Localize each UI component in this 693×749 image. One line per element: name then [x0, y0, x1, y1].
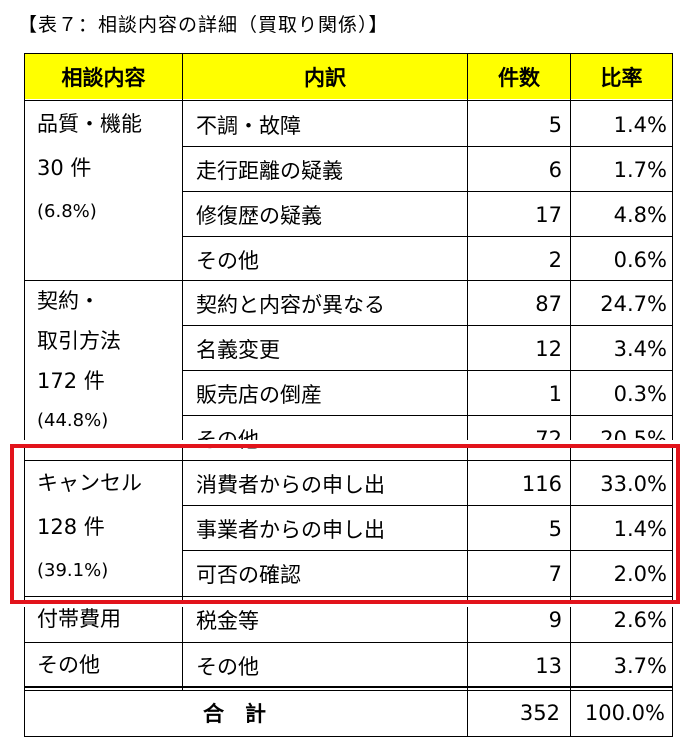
- category-contract-ratio: (44.8%): [37, 410, 109, 431]
- group-divider: [24, 280, 673, 281]
- header-divider: [24, 100, 673, 101]
- header-detail: 内訳: [183, 54, 467, 99]
- row-count: 87: [535, 291, 562, 316]
- row-ratio: 0.3%: [613, 381, 667, 406]
- category-quality: 品質・機能 30 件 (6.8%): [37, 102, 142, 234]
- row-detail: その他: [196, 416, 259, 461]
- row-detail: 可否の確認: [196, 562, 301, 587]
- category-quality-ratio: (6.8%): [37, 201, 97, 222]
- row-count: 2: [548, 247, 562, 272]
- category-fees: 付帯費用: [37, 607, 121, 631]
- row-ratio: 1.7%: [613, 157, 667, 182]
- row-divider: [182, 370, 673, 371]
- header-count: 件数: [468, 54, 570, 99]
- border-right: [672, 53, 673, 737]
- row-count: 7: [548, 561, 562, 586]
- row-count: 13: [535, 653, 562, 678]
- category-quality-count: 30 件: [37, 156, 92, 180]
- row-detail: 税金等: [196, 608, 259, 633]
- row-detail: その他: [196, 248, 259, 273]
- row-count: 116: [521, 471, 562, 496]
- total-ratio: 100.0%: [584, 700, 665, 725]
- row-detail: 事業者からの申し出: [196, 517, 385, 542]
- row-detail: 不調・故障: [196, 113, 301, 138]
- row-ratio: 4.8%: [613, 202, 667, 227]
- row-ratio: 33.0%: [600, 471, 667, 496]
- row-detail: 修復歴の疑義: [196, 203, 322, 228]
- row-divider: [182, 191, 673, 192]
- category-cancel-count: 128 件: [37, 515, 105, 539]
- table-title: 【表７：相談内容の詳細（買取り関係）】: [18, 14, 389, 36]
- row-count: 6: [548, 157, 562, 182]
- category-cancel-ratio: (39.1%): [37, 560, 109, 581]
- category-contract-name-line2: 取引方法: [37, 329, 121, 353]
- total-divider: [24, 690, 673, 691]
- border-left: [24, 53, 25, 737]
- category-contract-count: 172 件: [37, 369, 105, 393]
- category-cancel-name: キャンセル: [37, 471, 142, 495]
- col-divider: [467, 53, 468, 737]
- col-divider: [570, 53, 571, 737]
- row-count: 5: [548, 516, 562, 541]
- row-detail: 契約と内容が異なる: [196, 292, 385, 317]
- category-cancel: キャンセル 128 件 (39.1%): [37, 461, 142, 593]
- row-ratio: 3.4%: [613, 336, 667, 361]
- row-ratio: 1.4%: [613, 516, 667, 541]
- row-count: 9: [548, 607, 562, 632]
- row-ratio: 1.4%: [613, 112, 667, 137]
- row-count: 5: [548, 112, 562, 137]
- row-detail: 名義変更: [196, 337, 280, 362]
- row-ratio: 20.5%: [600, 426, 667, 451]
- row-detail: 販売店の倒産: [196, 382, 322, 407]
- total-count: 352: [519, 700, 560, 725]
- group-divider: [24, 460, 673, 461]
- row-count: 1: [548, 381, 562, 406]
- row-divider: [182, 236, 673, 237]
- col-divider: [182, 53, 183, 690]
- row-count: 12: [535, 336, 562, 361]
- overlap-mask-top: [0, 440, 693, 444]
- row-ratio: 2.6%: [613, 607, 667, 632]
- group-divider: [24, 596, 673, 597]
- category-contract: 契約・ 取引方法 172 件 (44.8%): [37, 281, 121, 441]
- row-ratio: 2.0%: [613, 561, 667, 586]
- row-ratio: 3.7%: [613, 653, 667, 678]
- row-detail: 消費者からの申し出: [196, 472, 385, 497]
- total-divider: [24, 686, 673, 688]
- row-ratio: 0.6%: [613, 247, 667, 272]
- row-divider: [182, 325, 673, 326]
- row-divider: [182, 146, 673, 147]
- row-ratio: 24.7%: [600, 291, 667, 316]
- header-ratio: 比率: [571, 54, 672, 99]
- row-count: 17: [535, 202, 562, 227]
- row-count: 72: [535, 426, 562, 451]
- row-divider: [182, 415, 673, 416]
- border-top: [24, 53, 673, 54]
- total-label: 合 計: [203, 701, 266, 726]
- category-quality-name: 品質・機能: [37, 112, 142, 136]
- category-other: その他: [37, 653, 100, 677]
- category-contract-name-line1: 契約・: [37, 289, 100, 313]
- row-divider: [182, 505, 673, 506]
- header-category: 相談内容: [25, 54, 182, 99]
- row-divider: [182, 550, 673, 551]
- border-bottom: [24, 736, 673, 737]
- group-divider: [24, 642, 673, 643]
- row-detail: その他: [196, 654, 259, 679]
- row-detail: 走行距離の疑義: [196, 158, 343, 183]
- overlap-mask-bottom: [0, 604, 693, 607]
